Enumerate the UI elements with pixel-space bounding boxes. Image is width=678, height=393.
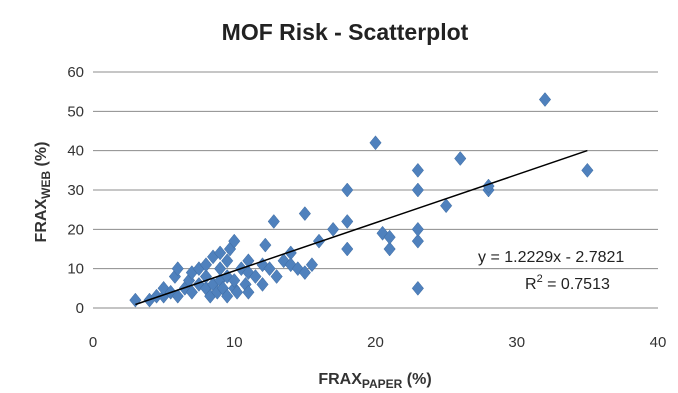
data-point [242, 284, 255, 300]
gridlines [93, 71, 658, 270]
data-point [411, 233, 424, 249]
x-axis-label: FRAXPAPER (%) [318, 371, 431, 391]
data-point [369, 135, 382, 151]
data-point [185, 284, 198, 300]
data-point [327, 221, 340, 237]
data-point [341, 182, 354, 198]
r-squared-superscript: 2 [537, 273, 543, 285]
data-points [129, 92, 594, 308]
y-tick-label: 30 [67, 182, 84, 199]
data-point [228, 233, 241, 249]
data-point [228, 273, 241, 288]
y-tick-label: 0 [76, 300, 84, 317]
x-tick-label: 0 [89, 334, 97, 351]
x-tick-label: 40 [650, 334, 667, 351]
data-point [341, 241, 354, 257]
data-point [259, 237, 272, 253]
data-point [267, 214, 280, 229]
r-squared-label: R2 = 0.7513 [525, 273, 610, 293]
data-point [411, 162, 424, 178]
data-point [298, 206, 311, 221]
data-point [171, 261, 184, 277]
y-tick-label: 60 [67, 64, 84, 81]
data-point [263, 261, 276, 277]
data-point [171, 288, 184, 304]
y-axis-label: FRAXWEB (%) [33, 142, 53, 243]
data-point [256, 277, 269, 292]
trendline-equation: y = 1.2229x - 2.7821 [478, 249, 624, 266]
data-point [341, 214, 354, 229]
data-point [298, 265, 311, 280]
chart-title: MOF Risk - Scatterplot [222, 19, 469, 45]
data-point [249, 269, 262, 284]
y-tick-label: 10 [67, 261, 84, 278]
data-point [214, 245, 227, 261]
x-tick-label: 10 [226, 334, 243, 351]
x-axis-ticks: 0 10 20 30 40 [89, 334, 667, 351]
data-point [231, 284, 244, 300]
data-point [454, 151, 467, 166]
data-point [440, 198, 453, 214]
y-tick-label: 40 [67, 143, 84, 160]
data-point [383, 229, 396, 245]
data-point [312, 233, 326, 249]
data-point [199, 257, 213, 273]
data-point [411, 221, 424, 237]
data-point [221, 253, 234, 269]
data-point [383, 241, 396, 257]
y-axis-ticks: 0 10 20 30 40 50 60 [67, 64, 84, 317]
trendline [135, 149, 588, 306]
data-point [538, 92, 552, 107]
y-tick-label: 50 [67, 103, 84, 120]
data-point [411, 280, 424, 296]
y-tick-label: 20 [67, 221, 84, 238]
x-tick-label: 30 [508, 334, 525, 351]
data-point [581, 162, 594, 178]
data-point [129, 292, 142, 308]
data-point [411, 182, 424, 198]
data-point [221, 288, 234, 304]
x-tick-label: 20 [367, 334, 384, 351]
data-point [305, 257, 319, 273]
data-point [270, 269, 283, 284]
